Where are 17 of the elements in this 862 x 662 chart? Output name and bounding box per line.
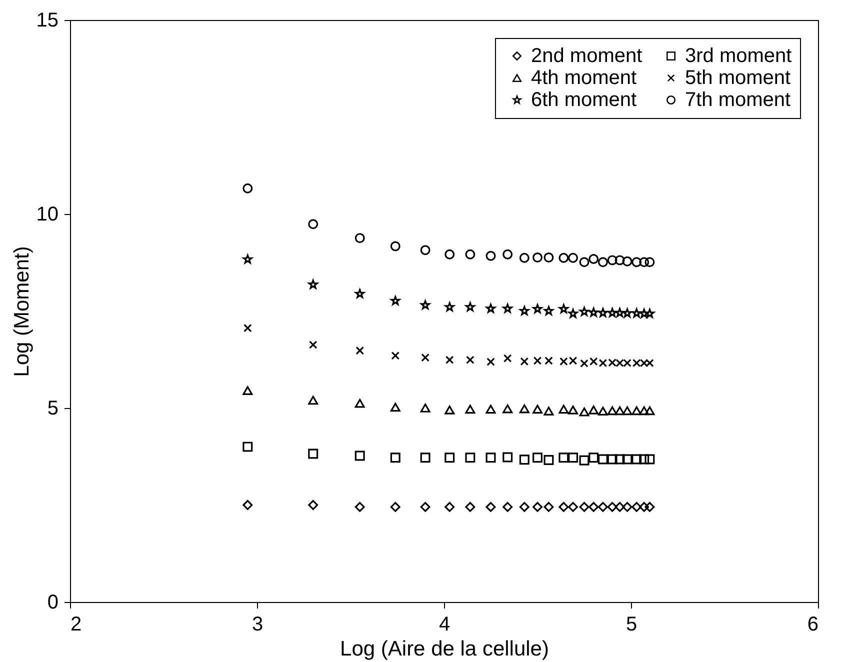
y-tick-label: 0 <box>47 592 58 614</box>
y-tick-label: 15 <box>36 10 58 32</box>
x-tick-label: 5 <box>626 614 638 636</box>
y-tick-label: 10 <box>36 204 58 226</box>
legend-label: 4th moment <box>531 67 638 89</box>
x-tick-label: 3 <box>252 614 264 636</box>
legend-label: 5th moment <box>685 67 792 89</box>
x-axis-title: Log (Aire de la cellule) <box>340 638 549 660</box>
x-tick-label: 2 <box>70 614 82 636</box>
legend-label: 7th moment <box>685 89 792 111</box>
y-axis-title: Log (Moment) <box>10 246 34 377</box>
x-tick-label: 4 <box>438 614 450 636</box>
legend-label: 2nd moment <box>531 45 643 67</box>
legend-label: 3rd moment <box>685 45 792 67</box>
x-tick-label: 6 <box>807 614 818 636</box>
legend-label: 6th moment <box>531 89 638 111</box>
y-tick-label: 5 <box>47 398 58 420</box>
